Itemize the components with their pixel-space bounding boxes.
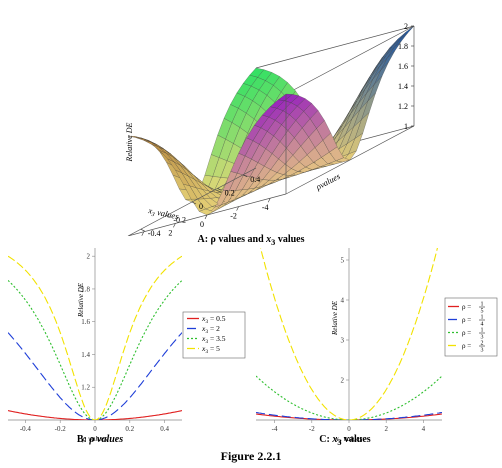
y-tick-label: 2 — [87, 253, 91, 261]
caption-c: C: x3 values — [270, 434, 420, 447]
x-tick — [267, 198, 271, 203]
legend-frac-den: 3 — [481, 335, 484, 341]
x-tick-label: 0 — [347, 425, 351, 433]
series-line-4 — [8, 255, 182, 420]
y-tick-label: 4 — [341, 297, 345, 305]
caption-a: A: ρ values and x3 values — [0, 234, 502, 247]
z-tick-label: 1 — [404, 122, 408, 131]
rho-tick — [166, 215, 171, 218]
caption-a-var: x — [266, 234, 272, 245]
rho-tick — [217, 188, 222, 191]
caption-a-sub: 3 — [271, 238, 276, 247]
y-axis-label: Relative DE — [77, 282, 85, 318]
line-plot-b: -0.4 -0.2 0 0.2 0.4 1.2 1.4 1.6 1.8 2 Relative DE ρ… — [8, 248, 246, 443]
figure-caption: Figure 2.2.1 — [220, 449, 282, 463]
series-line-2 — [8, 332, 182, 420]
caption-c-text: C: — [319, 434, 333, 445]
rho-tick — [191, 201, 197, 205]
y-tick-label: 1.6 — [81, 318, 90, 326]
caption-c-var: x — [332, 434, 338, 445]
y-tick-label: 1.2 — [81, 384, 90, 392]
x-tick — [173, 223, 176, 228]
legend-label: x3 = 0.5 — [201, 314, 226, 325]
legend-rho-label: ρ = — [462, 329, 471, 337]
series-line-2 — [256, 411, 442, 420]
series-line-1 — [8, 410, 182, 420]
y-axis-label: Relative DE — [331, 300, 339, 336]
x-tick — [236, 206, 239, 211]
x-tick-label: 0 — [93, 425, 97, 433]
x-tick-label: 0 — [200, 220, 204, 229]
legend-rho-label: ρ = — [462, 342, 471, 350]
caption-c-sub: 3 — [337, 438, 342, 447]
surface-patch — [143, 140, 159, 147]
rho-tick-label: 0.4 — [250, 175, 260, 184]
surface-patch — [135, 137, 151, 142]
x-tick-label: 0.4 — [160, 425, 169, 433]
rho-tick-label: -0.2 — [173, 216, 186, 225]
x-tick-label: 4 — [422, 425, 426, 433]
legend-box — [444, 297, 498, 357]
legend-label: x3 = 5 — [201, 344, 220, 355]
z-tick-label: 1.2 — [398, 102, 408, 111]
x-tick-label: 0.2 — [125, 425, 134, 433]
x-axis-label: x3 values — [334, 434, 362, 445]
y-tick-label: 3 — [341, 337, 345, 345]
x-tick-label: -0.4 — [20, 425, 32, 433]
caption-c-tail: values — [341, 434, 371, 445]
y-tick-label: 1.8 — [81, 285, 90, 293]
x-tick-label: -2 — [309, 425, 315, 433]
rho-axis-label: ρvalues — [313, 171, 342, 193]
x-tick-label: 2 — [384, 425, 388, 433]
y-tick-label: 2 — [341, 377, 345, 385]
rho-tick-label: 0.2 — [225, 188, 235, 197]
series-line-4 — [259, 248, 439, 420]
caption-b-text: B: — [76, 434, 90, 445]
legend-box — [182, 311, 246, 359]
y-tick-label: 1.4 — [81, 351, 90, 359]
y-tick-label: 5 — [341, 257, 345, 265]
rho-tick — [243, 174, 248, 178]
caption-a-text: A: ρ values and — [197, 234, 267, 245]
x-tick-label: -4 — [262, 203, 269, 212]
z-tick-label: 1.6 — [398, 62, 408, 71]
x-axis-label: ρ values — [82, 434, 108, 443]
legend-frac-num: 1 — [481, 328, 484, 334]
x-tick-label: -4 — [272, 425, 278, 433]
caption-b: B: ρ values — [20, 434, 180, 445]
z-tick-label: 2 — [404, 22, 408, 31]
legend-frac-den: 4 — [481, 322, 484, 328]
box-edge — [127, 167, 287, 236]
x-tick — [204, 214, 208, 220]
rho-tick — [140, 228, 145, 232]
series-line-1 — [256, 413, 442, 420]
legend-label: x3 = 3.5 — [201, 334, 226, 345]
x-axis-label: x3 values — [146, 205, 180, 223]
z-axis-label: Relative DE — [125, 122, 134, 162]
legend-rho-label: ρ = — [462, 316, 471, 324]
legend-frac-num: 1 — [481, 302, 484, 308]
legend-frac-num: 1 — [481, 315, 484, 321]
caption-a-tail: values — [275, 234, 305, 245]
rho-tick-label: -0.4 — [148, 229, 161, 236]
z-tick-label: 1.8 — [398, 42, 408, 51]
x-tick — [141, 231, 145, 236]
x-tick-label: 2 — [168, 228, 172, 236]
caption-b-var: ρ values — [89, 434, 124, 445]
x-tick-label: -2 — [230, 212, 237, 221]
legend-frac-num: 2 — [481, 341, 484, 347]
rho-tick-label: 0 — [199, 202, 203, 211]
surface-patch — [127, 135, 143, 139]
x-tick-label: -0.2 — [55, 425, 67, 433]
legend-frac-den: 3 — [481, 348, 484, 354]
legend-label: x3 = 2 — [201, 324, 220, 335]
legend-frac-den: 5 — [481, 309, 484, 315]
z-tick-label: 1.4 — [398, 82, 408, 91]
legend-rho-label: ρ = — [462, 303, 471, 311]
